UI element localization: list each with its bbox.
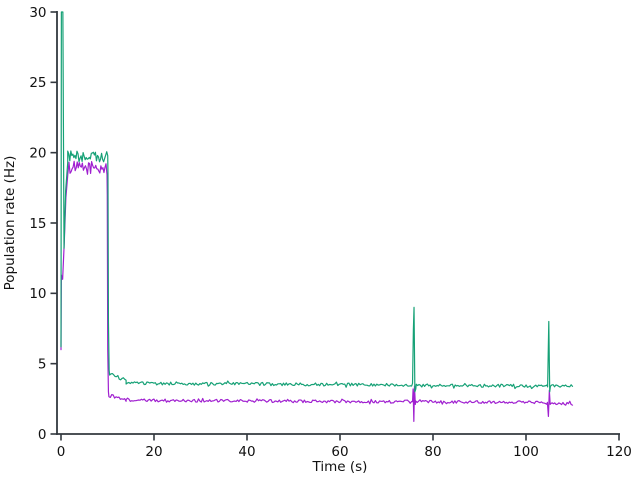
x-tick-label: 0 — [57, 444, 66, 460]
y-tick-label: 0 — [38, 427, 47, 443]
series-lines — [60, 11, 574, 422]
y-tick-label: 10 — [29, 286, 46, 302]
axes — [50, 11, 620, 441]
y-tick-label: 20 — [29, 145, 46, 161]
x-tick-label: 40 — [238, 444, 255, 460]
x-axis-label: Time (s) — [312, 459, 368, 475]
x-tick-label: 100 — [513, 444, 539, 460]
y-tick-label: 25 — [29, 75, 46, 91]
x-tick-label: 60 — [331, 444, 348, 460]
series-1-green-line — [60, 11, 574, 393]
y-tick-label: 30 — [29, 5, 46, 21]
series-2-purple-line — [60, 160, 574, 422]
x-tick-label: 80 — [424, 444, 441, 460]
y-axis-label: Population rate (Hz) — [2, 156, 18, 291]
x-tick-label: 20 — [145, 444, 162, 460]
y-tick-label: 15 — [29, 216, 46, 232]
tick-labels: 0 20 40 60 80 100 120 0 5 10 15 20 25 30 — [29, 5, 632, 460]
y-tick-label: 5 — [38, 356, 47, 372]
x-tick-label: 120 — [606, 444, 632, 460]
